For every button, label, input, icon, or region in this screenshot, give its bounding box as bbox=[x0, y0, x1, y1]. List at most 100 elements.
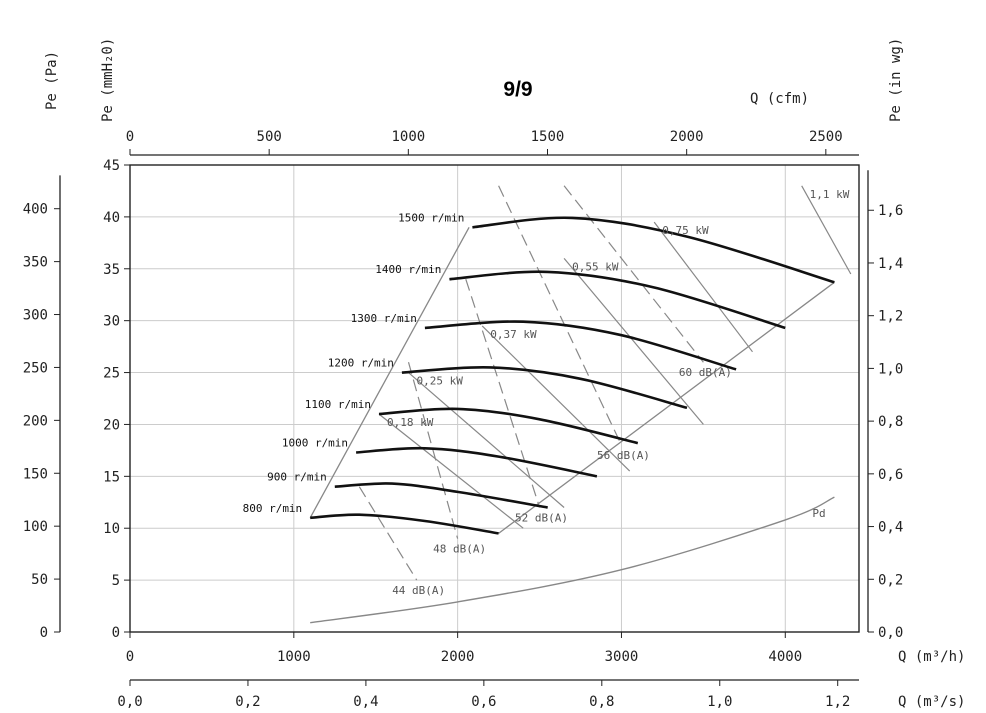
noise-line bbox=[498, 185, 623, 446]
x-tick-label-m3s: 0,4 bbox=[353, 694, 378, 710]
noise-line bbox=[465, 279, 541, 508]
power-line-label: 0,18 kW bbox=[387, 416, 434, 429]
y-tick-label-mmh2o: 35 bbox=[103, 262, 120, 278]
y-tick-label-inwg: 0,6 bbox=[878, 467, 903, 483]
power-line-label: 0,25 kW bbox=[416, 375, 463, 388]
x-tick-label-m3s: 1,0 bbox=[707, 694, 732, 710]
speed-curve-label: 800 r/min bbox=[243, 502, 303, 515]
x-axis-title-m3s: Q (m³/s) bbox=[898, 694, 965, 710]
pd-curve bbox=[310, 496, 835, 624]
y-tick-label-mmh2o: 15 bbox=[103, 469, 120, 485]
power-line bbox=[378, 413, 524, 529]
y-tick-label-pa: 200 bbox=[23, 413, 48, 429]
power-and-noise-lines bbox=[309, 185, 852, 624]
y-tick-label-inwg: 1,6 bbox=[878, 203, 903, 219]
y-tick-label-inwg: 1,2 bbox=[878, 309, 903, 325]
speed-curve bbox=[424, 320, 737, 371]
x-tick-label-m3s: 1,2 bbox=[825, 694, 850, 710]
speed-curve-label: 1400 r/min bbox=[375, 263, 441, 276]
x-tick-label-m3s: 0,2 bbox=[235, 694, 260, 710]
x-tick-label-m3h: 2000 bbox=[441, 649, 475, 665]
y-tick-label-pa: 300 bbox=[23, 308, 48, 324]
speed-curve bbox=[334, 482, 548, 509]
speed-curve-label: 1300 r/min bbox=[351, 312, 417, 325]
speed-curve bbox=[472, 216, 835, 284]
noise-line-label: 48 dB(A) bbox=[433, 543, 486, 556]
y-tick-label-pa: 100 bbox=[23, 519, 48, 535]
y-tick-label-inwg: 1,4 bbox=[878, 256, 903, 272]
y-tick-label-inwg: 0,8 bbox=[878, 414, 903, 430]
power-line-label: 1,1 kW bbox=[810, 188, 850, 201]
speed-curve bbox=[401, 365, 688, 410]
y-tick-label-mmh2o: 45 bbox=[103, 158, 120, 174]
axes: 0 5 10 15 20 25 30 35 40 45 0 50 100 150 200 250 300 350 4… bbox=[23, 129, 904, 710]
y-tick-label-mmh2o: 30 bbox=[103, 314, 120, 330]
power-line-label: 0,55 kW bbox=[572, 260, 619, 273]
power-line bbox=[563, 258, 704, 425]
power-line bbox=[408, 372, 565, 508]
y-axis-title-mmh2o: Pe (mmH₂0) bbox=[100, 38, 116, 122]
x-axis-title-m3h: Q (m³/h) bbox=[898, 649, 965, 665]
curve-labels: 800 r/min 900 r/min 1000 r/min 1100 r/min 12… bbox=[243, 188, 850, 597]
x-tick-label-cfm: 2500 bbox=[809, 129, 843, 145]
y-tick-label-inwg: 0,4 bbox=[878, 520, 903, 536]
x-tick-label-m3s: 0,6 bbox=[471, 694, 496, 710]
x-tick-label-m3s: 0,0 bbox=[117, 694, 142, 710]
y-tick-label-inwg: 1,0 bbox=[878, 361, 903, 377]
x-axis-title-cfm: Q (cfm) bbox=[750, 91, 809, 107]
x-tick-label-cfm: 500 bbox=[257, 129, 282, 145]
y-tick-label-pa: 400 bbox=[23, 202, 48, 218]
speed-curve-label: 1000 r/min bbox=[282, 436, 348, 449]
speed-curve bbox=[378, 407, 639, 445]
speed-curves bbox=[310, 216, 835, 535]
y-tick-label-pa: 50 bbox=[31, 572, 48, 588]
x-tick-label-m3h: 4000 bbox=[768, 649, 802, 665]
speed-curve-label: 1200 r/min bbox=[328, 357, 394, 370]
x-tick-label-cfm: 1500 bbox=[531, 129, 565, 145]
y-tick-label-inwg: 0,0 bbox=[878, 625, 903, 641]
power-line bbox=[653, 221, 753, 353]
noise-line-label: 60 dB(A) bbox=[679, 366, 732, 379]
envelope-left-line bbox=[309, 226, 470, 519]
x-tick-label-m3h: 1000 bbox=[277, 649, 311, 665]
pd-curve-label: Pd bbox=[812, 507, 825, 520]
y-tick-label-mmh2o: 20 bbox=[103, 417, 120, 433]
noise-line-label: 52 dB(A) bbox=[515, 511, 568, 524]
page-title: 9/9 bbox=[503, 78, 532, 101]
power-line-label: 0,75 kW bbox=[662, 224, 709, 237]
x-tick-label-cfm: 1000 bbox=[391, 129, 425, 145]
x-tick-label-m3h: 3000 bbox=[605, 649, 639, 665]
speed-curve-label: 1500 r/min bbox=[398, 211, 464, 224]
power-line bbox=[481, 325, 631, 472]
y-tick-label-pa: 350 bbox=[23, 255, 48, 271]
grid bbox=[130, 165, 859, 632]
speed-curve-label: 1100 r/min bbox=[305, 398, 371, 411]
noise-line bbox=[407, 362, 459, 539]
noise-line-label: 44 dB(A) bbox=[392, 584, 445, 597]
speed-curve bbox=[449, 270, 786, 330]
speed-curve-label: 900 r/min bbox=[267, 471, 327, 484]
y-tick-label-mmh2o: 25 bbox=[103, 366, 120, 382]
x-tick-label-cfm: 2000 bbox=[670, 129, 704, 145]
envelope-right-line bbox=[498, 281, 835, 534]
y-tick-label-pa: 250 bbox=[23, 360, 48, 376]
y-tick-label-inwg: 0,2 bbox=[878, 572, 903, 588]
x-tick-label-cfm: 0 bbox=[126, 129, 134, 145]
y-tick-label-mmh2o: 40 bbox=[103, 210, 120, 226]
y-tick-label-pa: 150 bbox=[23, 466, 48, 482]
y-tick-label-pa: 0 bbox=[40, 625, 48, 641]
plot-frame bbox=[129, 164, 860, 633]
speed-curve bbox=[310, 513, 499, 535]
y-axis-title-inwg: Pe (in wg) bbox=[888, 38, 904, 122]
y-tick-label-mmh2o: 5 bbox=[112, 573, 120, 589]
noise-line-label: 56 dB(A) bbox=[597, 449, 650, 462]
power-line-label: 0,37 kW bbox=[490, 328, 537, 341]
y-tick-label-mmh2o: 0 bbox=[112, 625, 120, 641]
power-line bbox=[801, 185, 852, 275]
x-tick-label-m3h: 0 bbox=[126, 649, 134, 665]
noise-line bbox=[358, 486, 418, 581]
x-tick-label-m3s: 0,8 bbox=[589, 694, 614, 710]
noise-line bbox=[563, 185, 704, 363]
speed-curve bbox=[356, 446, 598, 478]
